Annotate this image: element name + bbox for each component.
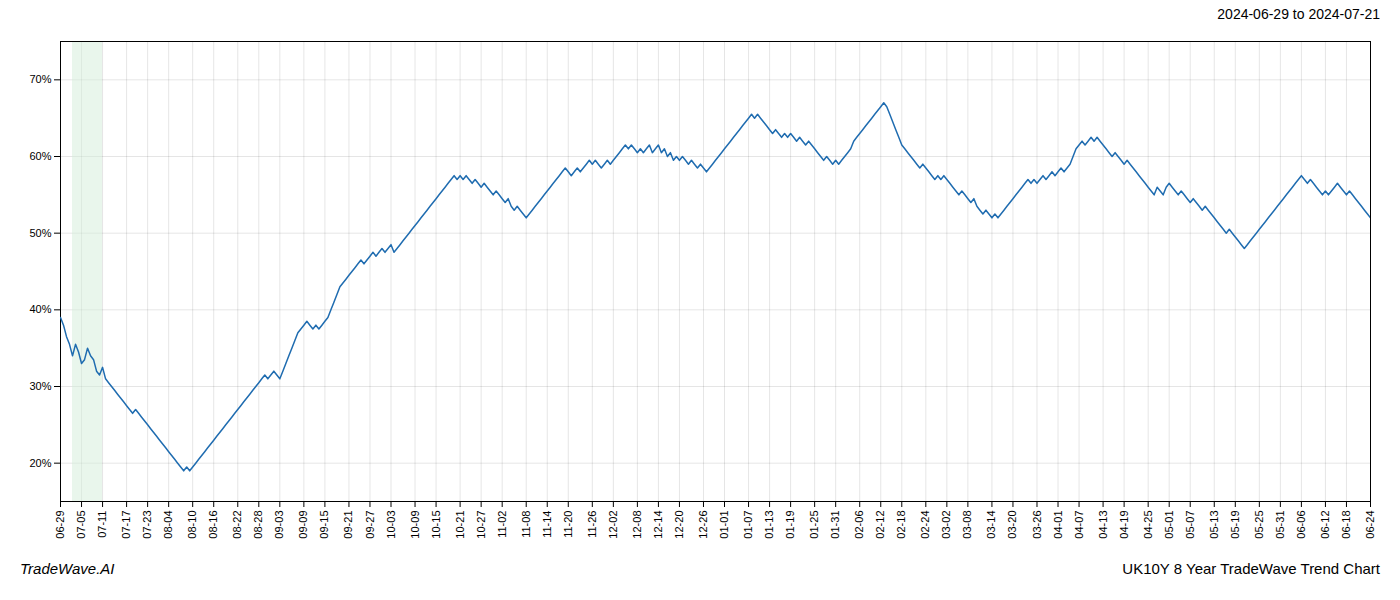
svg-text:06-18: 06-18 bbox=[1340, 511, 1352, 539]
svg-text:11-08: 11-08 bbox=[520, 511, 532, 538]
svg-text:40%: 40% bbox=[29, 303, 51, 315]
svg-text:07-05: 07-05 bbox=[75, 511, 87, 539]
svg-text:01-25: 01-25 bbox=[808, 511, 820, 539]
svg-text:09-09: 09-09 bbox=[297, 511, 309, 539]
svg-text:03-14: 03-14 bbox=[985, 511, 997, 539]
svg-text:04-19: 04-19 bbox=[1118, 511, 1130, 539]
svg-text:09-21: 09-21 bbox=[342, 511, 354, 539]
svg-text:04-13: 04-13 bbox=[1097, 511, 1109, 539]
svg-text:60%: 60% bbox=[29, 150, 51, 162]
svg-text:11-02: 11-02 bbox=[496, 511, 508, 538]
svg-text:12-20: 12-20 bbox=[673, 511, 685, 539]
svg-text:08-28: 08-28 bbox=[252, 511, 264, 539]
svg-text:05-25: 05-25 bbox=[1253, 511, 1265, 539]
svg-text:50%: 50% bbox=[29, 227, 51, 239]
svg-text:11-14: 11-14 bbox=[541, 511, 553, 538]
svg-text:05-07: 05-07 bbox=[1184, 511, 1196, 539]
svg-text:09-27: 09-27 bbox=[363, 511, 375, 539]
svg-text:06-29: 06-29 bbox=[54, 511, 66, 539]
svg-text:06-24: 06-24 bbox=[1364, 511, 1376, 539]
html-text:2024-06-29 to 2024-07-21: 2024-06-29 to 2024-07-21 bbox=[1217, 6, 1380, 22]
svg-text:01-31: 01-31 bbox=[829, 511, 841, 539]
svg-text:10-27: 10-27 bbox=[475, 511, 487, 539]
svg-text:12-02: 12-02 bbox=[607, 511, 619, 539]
svg-text:05-31: 05-31 bbox=[1274, 511, 1286, 539]
svg-text:08-22: 08-22 bbox=[231, 511, 243, 539]
svg-text:11-26: 11-26 bbox=[586, 511, 598, 538]
html-text:TradeWave.AI: TradeWave.AI bbox=[20, 559, 115, 577]
svg-text:10-21: 10-21 bbox=[454, 511, 466, 539]
svg-text:02-12: 02-12 bbox=[874, 511, 886, 539]
svg-text:10-15: 10-15 bbox=[430, 511, 442, 539]
svg-text:07-17: 07-17 bbox=[120, 511, 132, 539]
svg-text:12-08: 12-08 bbox=[631, 511, 643, 539]
svg-text:07-23: 07-23 bbox=[141, 511, 153, 539]
svg-text:10-03: 10-03 bbox=[385, 511, 397, 539]
svg-text:05-01: 05-01 bbox=[1163, 511, 1175, 539]
svg-text:02-18: 02-18 bbox=[895, 511, 907, 539]
svg-text:05-19: 05-19 bbox=[1229, 511, 1241, 539]
svg-text:08-04: 08-04 bbox=[162, 511, 174, 539]
svg-text:02-06: 02-06 bbox=[853, 511, 865, 539]
svg-text:03-20: 03-20 bbox=[1006, 511, 1018, 539]
svg-text:09-03: 09-03 bbox=[273, 511, 285, 539]
svg-text:04-25: 04-25 bbox=[1142, 511, 1154, 539]
svg-text:08-10: 08-10 bbox=[186, 511, 198, 539]
svg-text:12-26: 12-26 bbox=[697, 511, 709, 539]
svg-text:01-13: 01-13 bbox=[763, 511, 775, 539]
svg-text:05-13: 05-13 bbox=[1208, 511, 1220, 539]
svg-text:12-14: 12-14 bbox=[652, 511, 664, 539]
svg-text:04-01: 04-01 bbox=[1052, 511, 1064, 539]
svg-text:03-26: 03-26 bbox=[1031, 511, 1043, 539]
svg-text:06-12: 06-12 bbox=[1319, 511, 1331, 539]
svg-text:04-07: 04-07 bbox=[1073, 511, 1085, 539]
html-text:UK10Y 8 Year TradeWave Trend C: UK10Y 8 Year TradeWave Trend Chart bbox=[1122, 559, 1380, 577]
svg-text:03-02: 03-02 bbox=[940, 511, 952, 539]
svg-text:01-01: 01-01 bbox=[718, 511, 730, 539]
svg-text:03-08: 03-08 bbox=[961, 511, 973, 539]
svg-text:09-15: 09-15 bbox=[318, 511, 330, 539]
svg-text:06-06: 06-06 bbox=[1295, 511, 1307, 539]
svg-text:07-11: 07-11 bbox=[96, 511, 108, 538]
svg-text:30%: 30% bbox=[29, 380, 51, 392]
svg-text:01-19: 01-19 bbox=[784, 511, 796, 539]
svg-text:11-20: 11-20 bbox=[562, 511, 574, 538]
svg-text:02-24: 02-24 bbox=[919, 511, 931, 539]
svg-text:10-09: 10-09 bbox=[409, 511, 421, 539]
svg-text:08-16: 08-16 bbox=[207, 511, 219, 539]
svg-text:01-07: 01-07 bbox=[742, 511, 754, 539]
svg-text:70%: 70% bbox=[29, 73, 51, 85]
svg-text:20%: 20% bbox=[29, 457, 51, 469]
